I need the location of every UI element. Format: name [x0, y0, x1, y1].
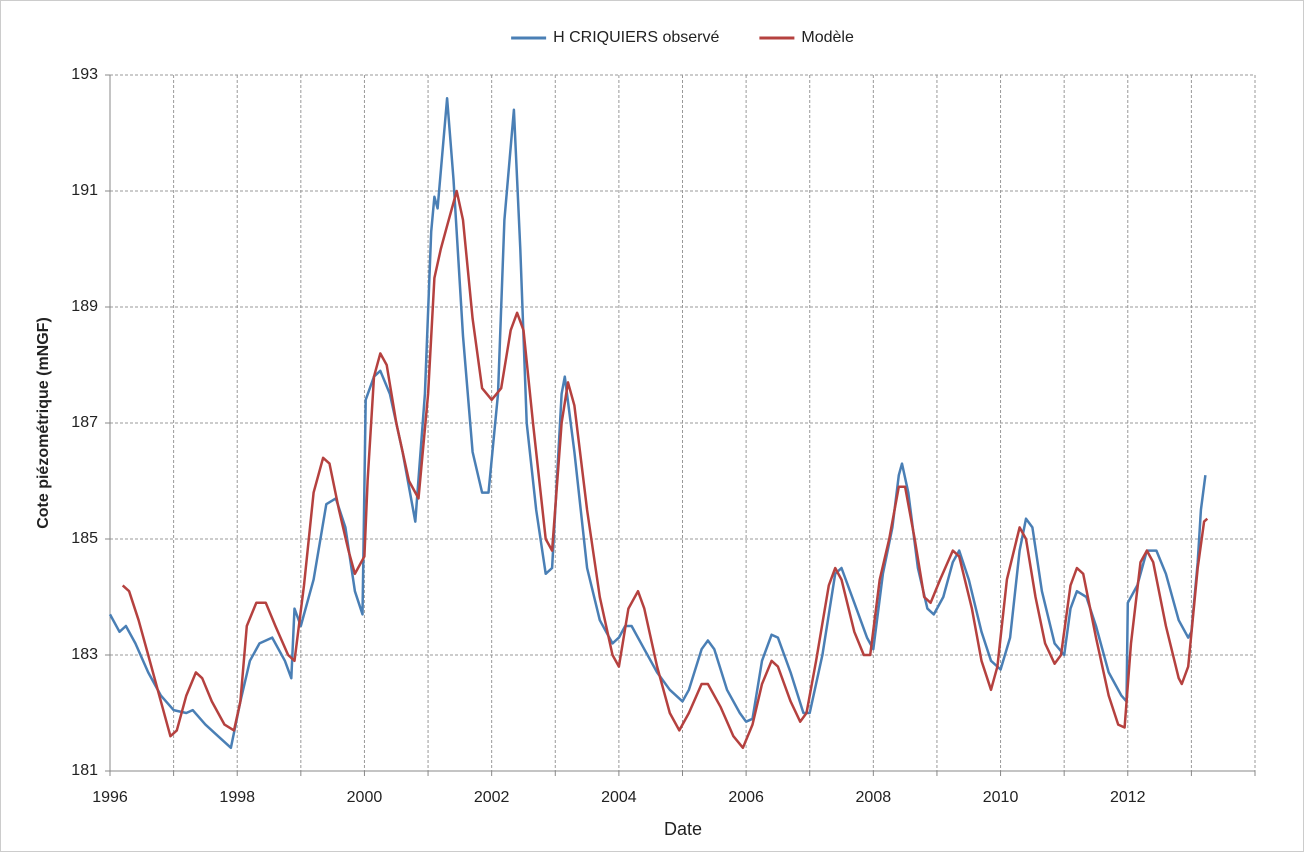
x-axis-label: Date	[664, 819, 702, 839]
x-tick-label: 2006	[728, 789, 764, 806]
x-tick-label: 2010	[983, 789, 1019, 806]
legend-label: Modèle	[801, 29, 854, 46]
y-tick-label: 193	[71, 66, 98, 83]
x-tick-label: 2000	[347, 789, 383, 806]
y-tick-label: 191	[71, 182, 98, 199]
y-tick-label: 185	[71, 530, 98, 547]
x-tick-label: 2002	[474, 789, 510, 806]
y-tick-label: 187	[71, 414, 98, 431]
y-axis-label: Cote piézométrique (mNGF)	[35, 317, 52, 529]
x-tick-label: 2004	[601, 789, 637, 806]
y-tick-label: 181	[71, 762, 98, 779]
x-tick-label: 1996	[92, 789, 128, 806]
x-tick-label: 2008	[856, 789, 892, 806]
legend-label: H CRIQUIERS observé	[553, 29, 719, 46]
data-line	[121, 189, 1209, 750]
y-tick-label: 189	[71, 298, 98, 315]
x-tick-label: 1998	[219, 789, 255, 806]
data-line	[108, 96, 1207, 750]
y-tick-label: 183	[71, 646, 98, 663]
x-tick-label: 2012	[1110, 789, 1146, 806]
